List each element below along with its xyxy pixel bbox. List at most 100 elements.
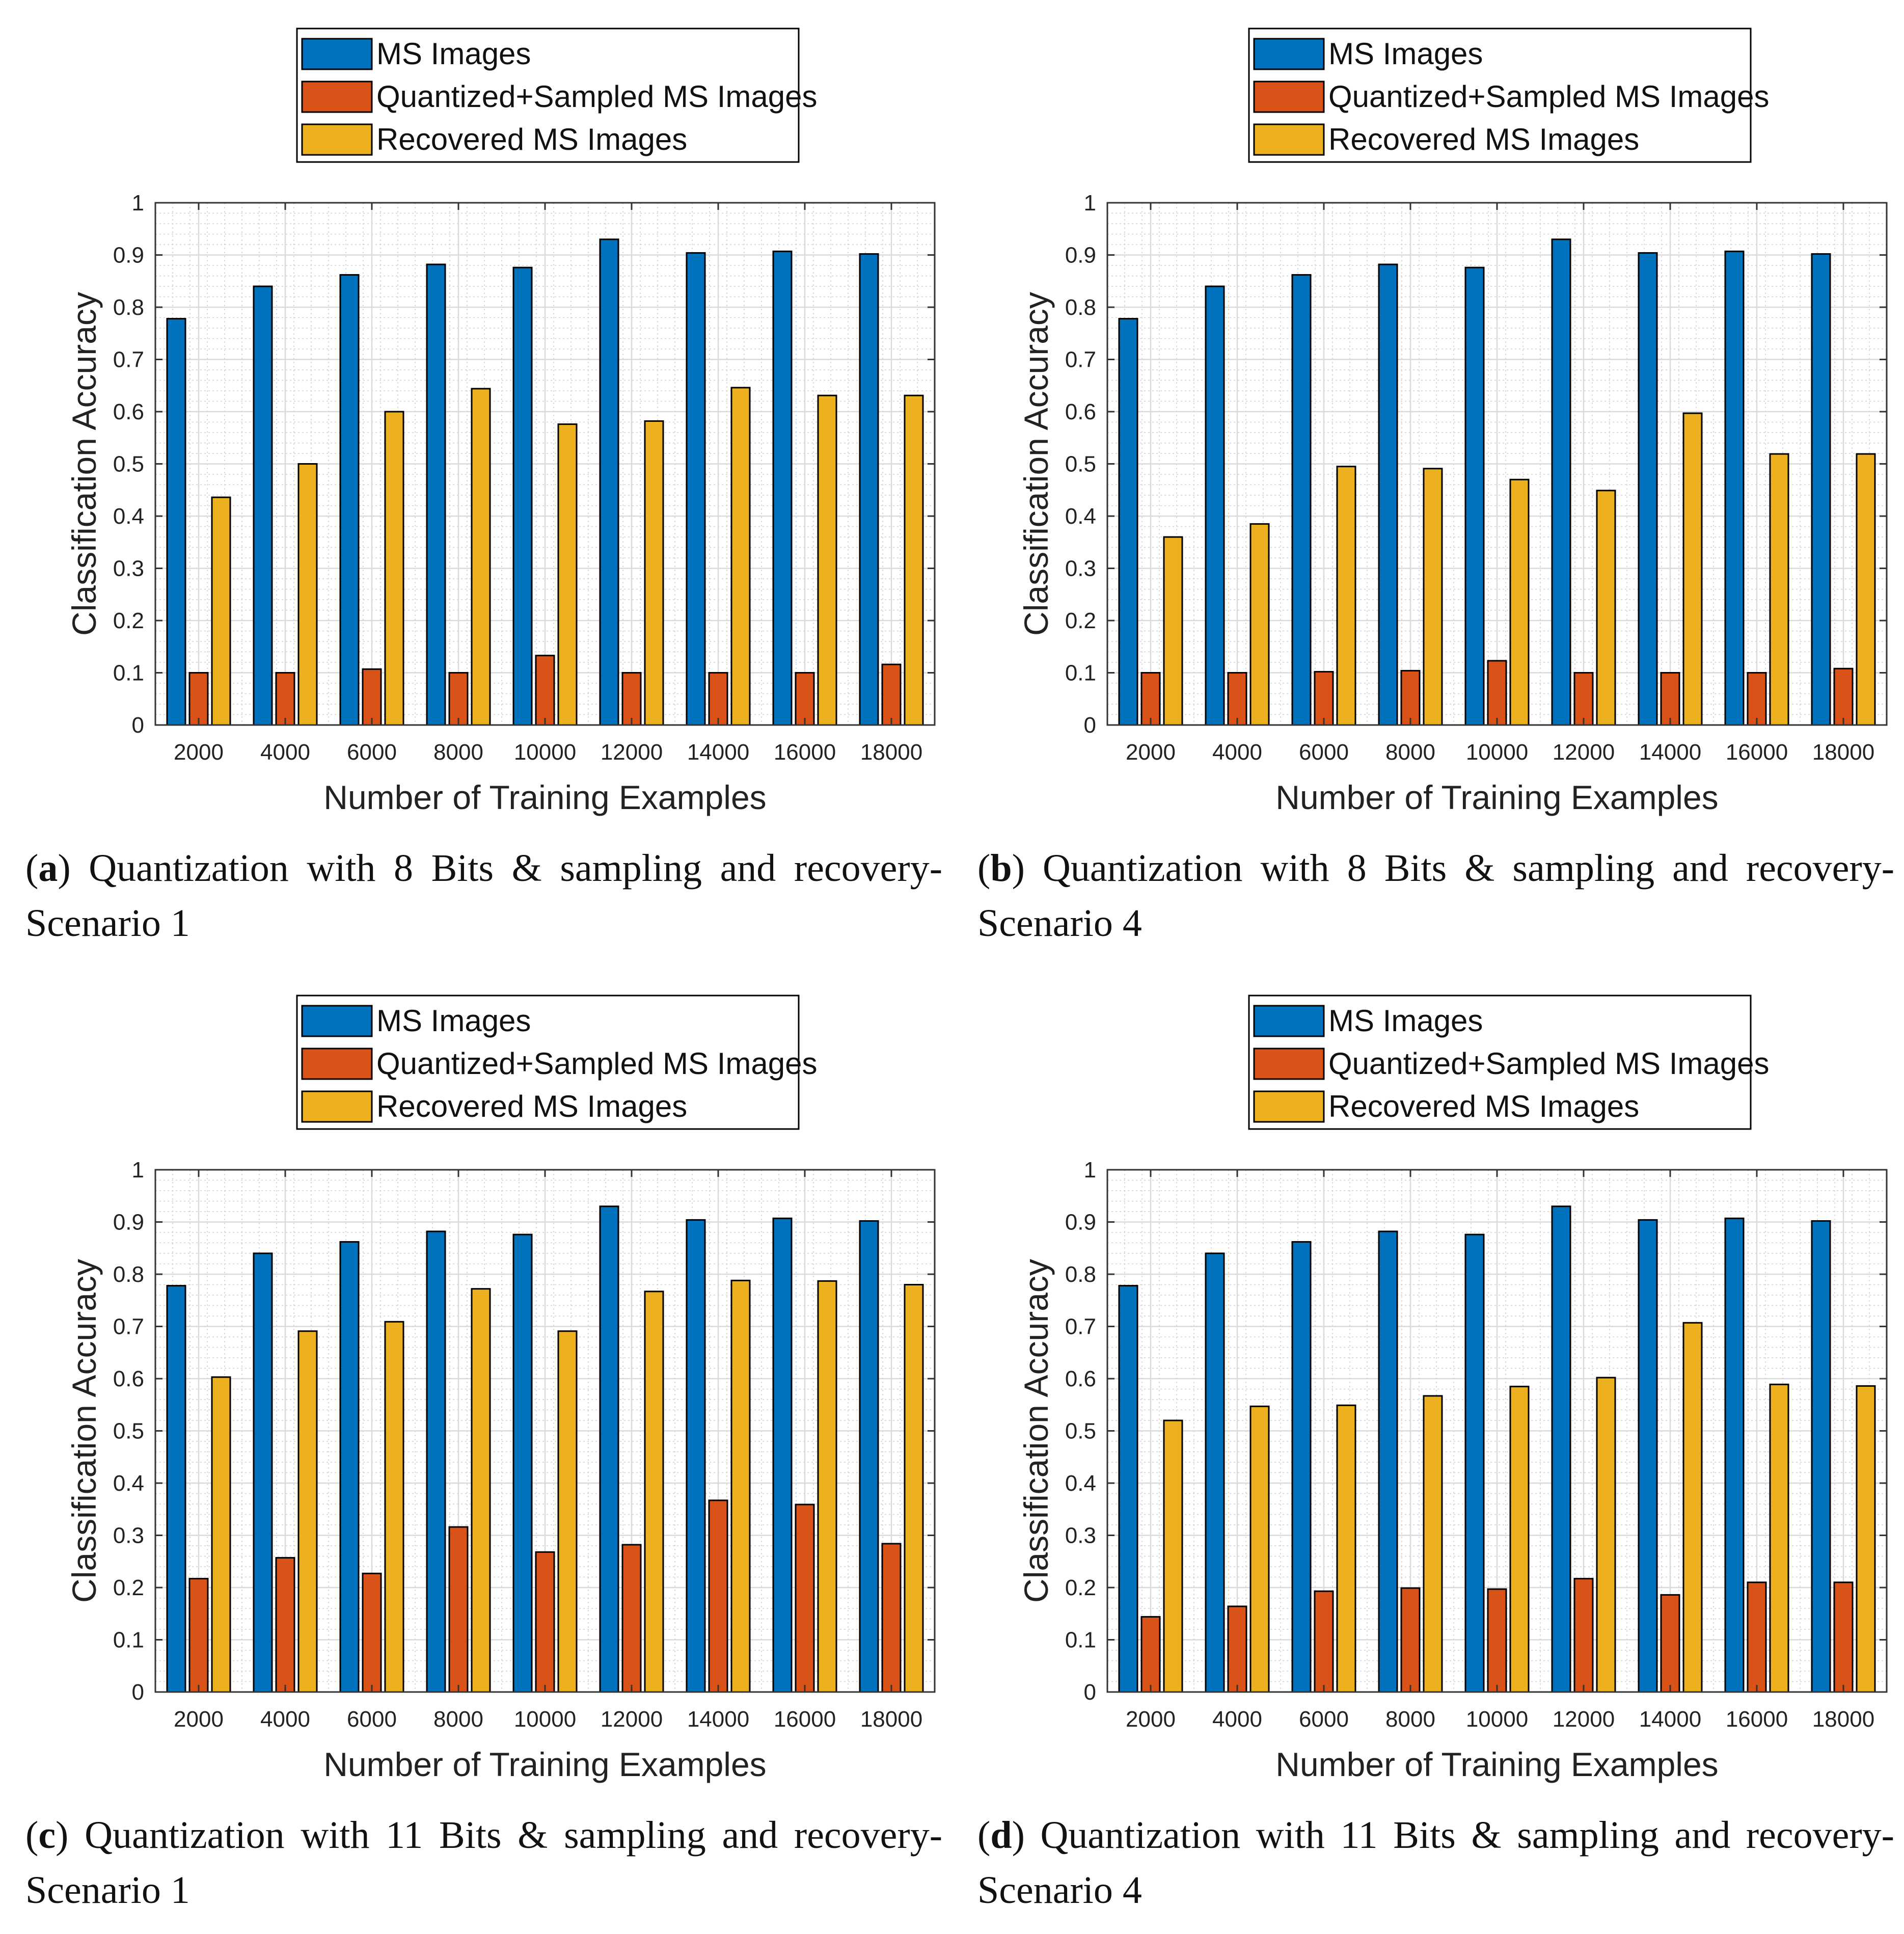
bar-ms-2000 — [166, 1285, 186, 1693]
x-tick-label: 6000 — [1299, 1707, 1349, 1732]
legend-label-quantized: Quantized+Sampled MS Images — [376, 79, 817, 114]
y-tick-label: 0 — [132, 713, 144, 738]
x-tick-label: 10000 — [1466, 740, 1528, 765]
bar-quantized-2000 — [188, 672, 209, 726]
bar-ms-10000 — [1464, 266, 1485, 726]
bar-quantized-2000 — [1140, 1616, 1161, 1693]
bar-ms-8000 — [1378, 1230, 1398, 1693]
bar-ms-10000 — [512, 266, 533, 726]
x-tick-label: 16000 — [1726, 740, 1788, 765]
bar-recovered-16000 — [1769, 1383, 1789, 1693]
legend-label-ms: MS Images — [1328, 37, 1483, 71]
y-tick-label: 0.4 — [1065, 504, 1096, 529]
bar-ms-12000 — [1551, 238, 1571, 726]
y-axis-label: Classification Accuracy — [65, 292, 103, 636]
bar-recovered-12000 — [1596, 1377, 1616, 1693]
y-tick-label: 0.7 — [113, 347, 144, 372]
x-tick-label: 6000 — [347, 740, 397, 765]
bar-quantized-6000 — [1314, 1590, 1334, 1693]
x-tick-label: 12000 — [1553, 1707, 1615, 1732]
y-tick-label: 0.1 — [113, 661, 144, 686]
x-tick-label: 10000 — [1466, 1707, 1528, 1732]
bar-quantized-4000 — [275, 1557, 295, 1693]
bar-quantized-2000 — [1140, 672, 1161, 726]
y-tick-label: 1 — [132, 1158, 144, 1183]
bar-quantized-10000 — [535, 1551, 555, 1693]
chart-panel-c: 0 0.1 0.2 0.3 0.4 0.5 0.6 0.7 0.8 0.9 1 2000 4000 600… — [0, 967, 952, 1934]
x-tick-label: 16000 — [1726, 1707, 1788, 1732]
bar-quantized-4000 — [1227, 1605, 1247, 1693]
bar-ms-4000 — [1205, 1252, 1225, 1693]
bar-recovered-14000 — [1682, 1322, 1703, 1693]
bar-quantized-16000 — [1747, 672, 1767, 726]
bar-recovered-2000 — [211, 496, 231, 726]
legend-label-quantized: Quantized+Sampled MS Images — [1328, 79, 1769, 114]
y-tick-label: 0.7 — [1065, 1314, 1096, 1339]
bar-ms-6000 — [339, 1241, 360, 1693]
bar-recovered-12000 — [1596, 490, 1616, 726]
y-tick-label: 0.8 — [1065, 295, 1096, 320]
legend-swatch-quantized — [301, 1047, 373, 1080]
x-tick-label: 18000 — [860, 1707, 922, 1732]
bar-ms-10000 — [1464, 1233, 1485, 1693]
bar-recovered-2000 — [211, 1376, 231, 1693]
legend-swatch-ms — [1253, 1005, 1325, 1037]
bar-quantized-10000 — [1487, 1588, 1507, 1693]
bar-quantized-12000 — [1573, 1578, 1594, 1693]
series-quantized — [188, 1499, 902, 1693]
bar-recovered-6000 — [1336, 466, 1356, 726]
y-axis-label: Classification Accuracy — [1017, 1259, 1055, 1603]
bar-quantized-16000 — [795, 672, 815, 726]
bar-recovered-8000 — [1423, 1395, 1443, 1693]
y-tick-label: 1 — [1084, 191, 1096, 216]
x-tick-label: 6000 — [347, 1707, 397, 1732]
legend-swatch-recovered — [1253, 1090, 1325, 1123]
y-tick-label: 0.2 — [1065, 608, 1096, 633]
y-tick-label: 0.3 — [1065, 1523, 1096, 1548]
x-tick-label: 8000 — [433, 1707, 483, 1732]
bar-ms-16000 — [1724, 1217, 1745, 1693]
bar-recovered-4000 — [297, 463, 318, 726]
x-tick-label: 14000 — [687, 1707, 749, 1732]
bar-ms-2000 — [1118, 318, 1138, 726]
x-tick-label: 8000 — [433, 740, 483, 765]
bar-quantized-6000 — [362, 668, 382, 726]
bar-quantized-6000 — [362, 1572, 382, 1693]
legend-swatch-recovered — [301, 123, 373, 156]
bar-quantized-12000 — [621, 672, 642, 726]
legend-swatch-recovered — [301, 1090, 373, 1123]
bar-recovered-8000 — [471, 388, 491, 726]
bar-recovered-2000 — [1163, 536, 1183, 726]
bar-quantized-8000 — [1400, 669, 1421, 726]
caption-b: (b) Quantization with 8 Bits & sampling … — [977, 847, 1895, 945]
bar-recovered-6000 — [384, 411, 404, 726]
chart-panel-a: 0 0.1 0.2 0.3 0.4 0.5 0.6 0.7 0.8 0.9 1 2000 4000 600… — [0, 0, 952, 967]
y-axis-label: Classification Accuracy — [65, 1259, 103, 1603]
bar-recovered-14000 — [730, 387, 751, 726]
bar-ms-6000 — [1291, 1241, 1312, 1693]
y-tick-label: 0 — [1084, 1680, 1096, 1705]
bar-recovered-6000 — [384, 1321, 404, 1693]
bar-ms-14000 — [1638, 252, 1658, 726]
bar-quantized-18000 — [1833, 1581, 1854, 1693]
x-tick-label: 2000 — [1126, 740, 1176, 765]
bar-recovered-6000 — [1336, 1404, 1356, 1693]
legend-label-recovered: Recovered MS Images — [1328, 1089, 1639, 1123]
y-tick-label: 0.8 — [113, 1262, 144, 1287]
bar-quantized-8000 — [448, 1526, 469, 1693]
legend-swatch-quantized — [301, 80, 373, 113]
legend-swatch-ms — [301, 1005, 373, 1037]
series-ms — [1118, 238, 1831, 726]
legend-box — [1248, 28, 1752, 163]
y-tick-label: 0.8 — [113, 295, 144, 320]
legend-swatch-ms — [301, 38, 373, 70]
y-tick-label: 0.3 — [113, 1523, 144, 1548]
y-tick-label: 0.5 — [1065, 1419, 1096, 1444]
bar-ms-12000 — [599, 238, 619, 726]
bar-quantized-14000 — [1660, 672, 1680, 726]
bar-quantized-12000 — [1573, 672, 1594, 726]
y-tick-label: 0.3 — [1065, 556, 1096, 581]
y-tick-label: 0.4 — [1065, 1471, 1096, 1496]
